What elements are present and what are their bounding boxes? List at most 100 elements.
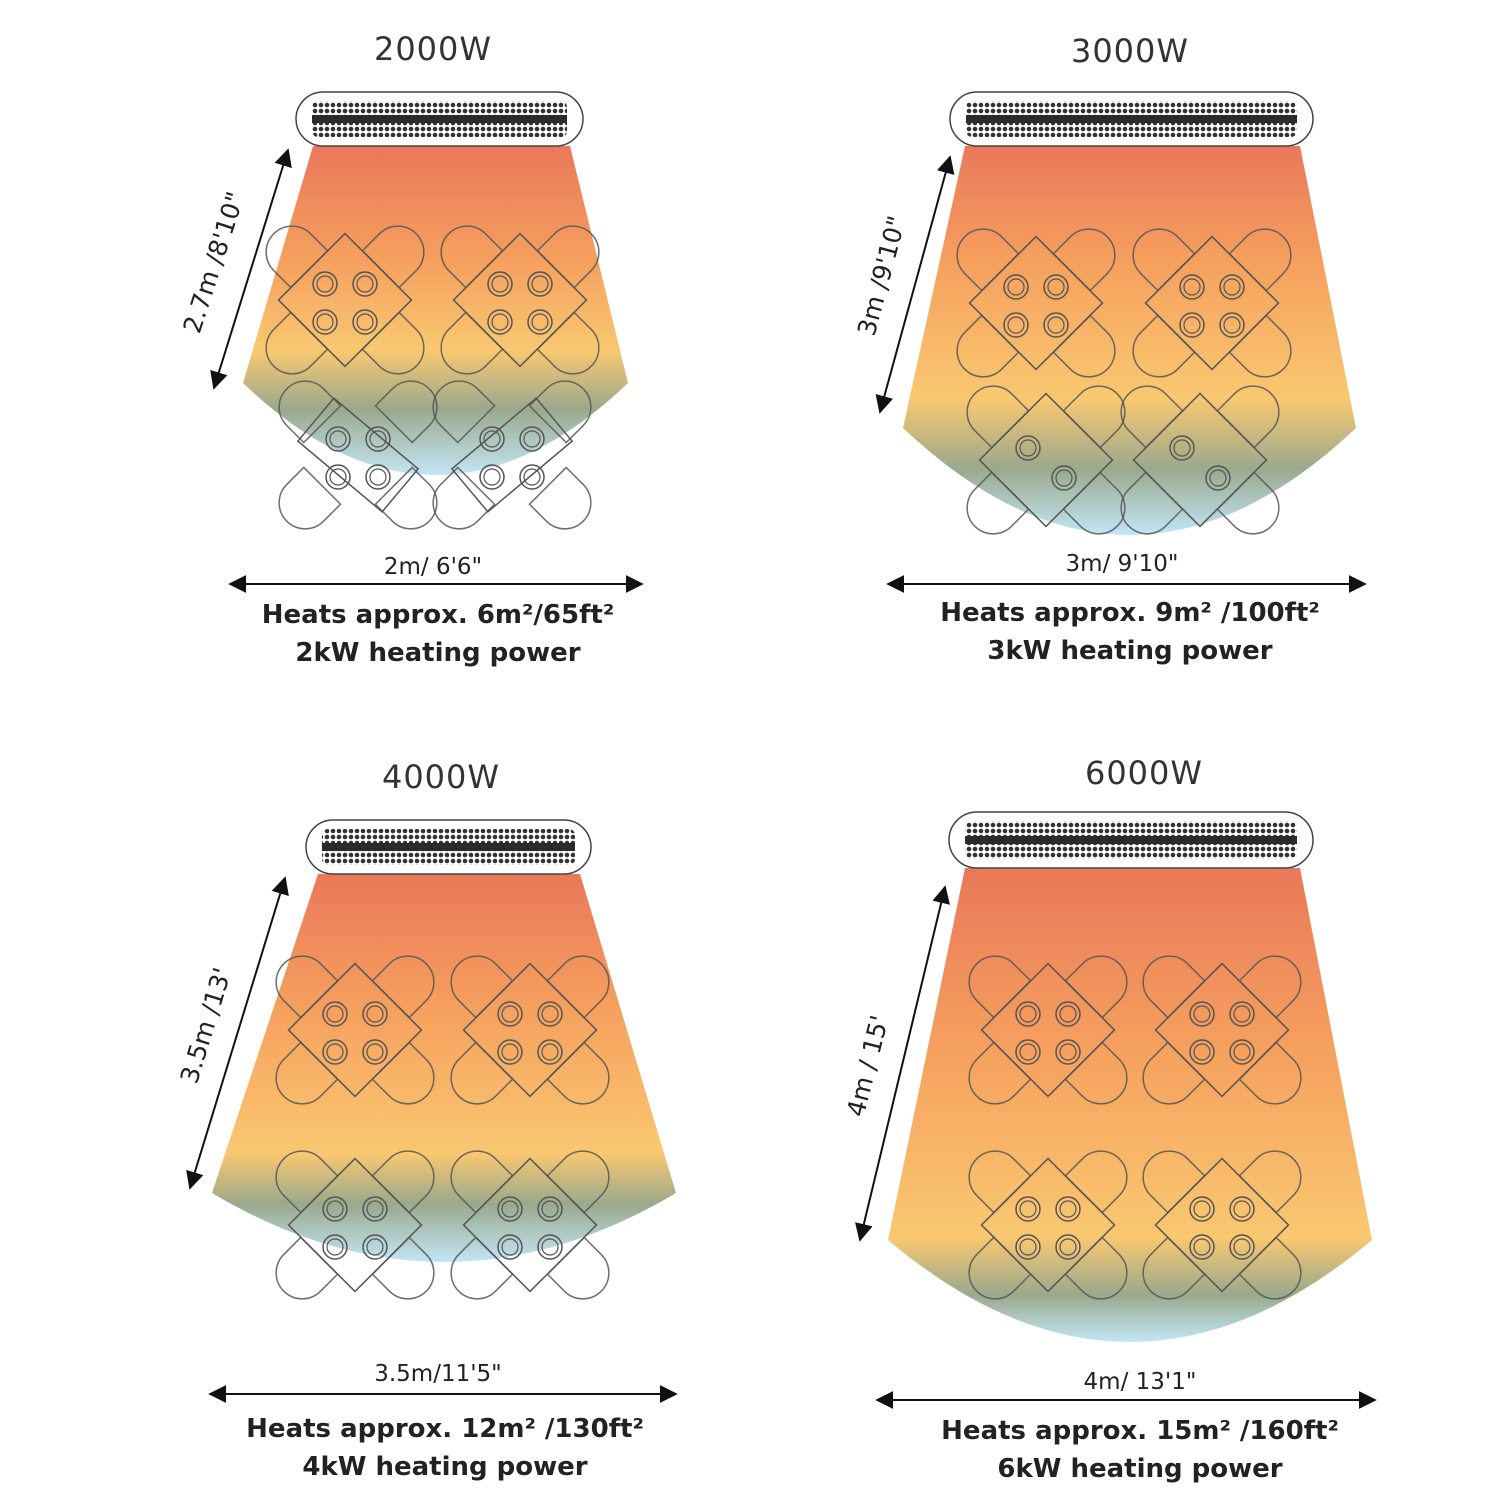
plate-icon [479,464,505,490]
chair-icon [371,955,435,1019]
panel-graphic [186,819,678,1403]
plate-icon [362,1234,388,1260]
chair-outline [1064,1236,1128,1300]
heat-zone [243,146,628,475]
plate-inner [356,275,374,293]
plate-icon [519,426,545,452]
chair-outline [528,466,592,530]
height-label: 2.7m /8'10" [177,188,250,336]
panel-graphic [875,91,1367,593]
plate-inner [541,1238,559,1256]
plate-icon [362,1196,388,1222]
plate-inner [1055,469,1073,487]
plate-inner [356,313,374,331]
plate-inner [1183,278,1201,296]
height-label: 4m / 15' [841,1012,894,1119]
chair-outline [1132,314,1196,378]
table-outline [462,1157,598,1293]
plate-inner [1193,1200,1211,1218]
chair-icon [1062,385,1126,449]
chair-outline [371,955,435,1019]
chair-icon [1064,1041,1128,1105]
height-label: 3.5m /13' [175,964,238,1086]
table-with-chairs-icon [1120,385,1280,535]
table-with-chairs-icon [450,1150,610,1300]
chair-outline [1238,1150,1302,1214]
heat-zone [888,868,1372,1342]
plate-inner [329,430,347,448]
table-outline [1144,235,1280,371]
plate-inner [1059,1005,1077,1023]
area-label: Heats approx. 15m² /160ft² [941,1416,1339,1446]
table-with-chairs-icon [450,955,610,1105]
chair-icon [968,955,1032,1019]
table-with-chairs-icon [440,225,600,375]
chair-outline [440,311,504,375]
plate-inner [531,313,549,331]
plate-icon [1015,1039,1041,1065]
chair-icon [1064,1236,1128,1300]
heater-element [966,115,1297,123]
plate-inner [1193,1043,1211,1061]
plate-icon [1189,1001,1215,1027]
chair-outline [1052,228,1116,292]
chair-outline [1120,385,1184,449]
table-outline [1132,392,1268,528]
plate-inner [326,1238,344,1256]
table-outline [450,397,574,513]
plate-inner [523,430,541,448]
chair-outline [1064,1150,1128,1214]
area-label: Heats approx. 12m² /130ft² [246,1414,644,1444]
chair-outline [371,1236,435,1300]
table-outline [968,235,1104,371]
plate-inner [1183,316,1201,334]
width-label: 2m/ 6'6" [384,554,482,580]
chair-icon [440,311,504,375]
plate-inner [1233,1005,1251,1023]
chair-icon [371,1236,435,1300]
plate-icon [1229,1234,1255,1260]
chair-outline [1120,471,1184,535]
chair-outline [968,955,1032,1019]
plate-icon [1219,312,1245,338]
height-arrow [186,876,289,1190]
plate-icon [1055,1039,1081,1065]
width-label: 3.5m/11'5" [374,1361,502,1387]
table-outline [978,392,1114,528]
chair-outline [361,225,425,289]
chair-outline [536,225,600,289]
plate-icon [1003,312,1029,338]
plate-inner [1019,1238,1037,1256]
chair-icon [450,1150,514,1214]
table-with-chairs-icon [1142,955,1302,1105]
plate-icon [322,1039,348,1065]
chair-outline [1062,471,1126,535]
chair-icon [1064,955,1128,1019]
plate-icon [1055,1001,1081,1027]
table-outline [287,1157,423,1293]
table-outline [980,1157,1116,1293]
plate-icon [362,1039,388,1065]
panel-title: 3000W [1071,32,1189,70]
plate-icon [1043,312,1069,338]
plate-inner [541,1043,559,1061]
plate-icon [1189,1039,1215,1065]
plate-icon [1189,1196,1215,1222]
panel-title: 4000W [382,758,500,796]
plate-icon [1229,1196,1255,1222]
chair-outline [1142,1236,1206,1300]
plate-inner [1059,1200,1077,1218]
plate-icon [537,1234,563,1260]
chair-icon [1238,1041,1302,1105]
chair-icon [440,225,504,289]
panel-title: 2000W [374,30,492,68]
chair-icon [546,1150,610,1214]
plate-icon [325,426,351,452]
chair-icon [1216,471,1280,535]
table-with-chairs-icon [968,1150,1128,1300]
chair-icon [968,1150,1032,1214]
chair-icon [1238,955,1302,1019]
plate-icon [1015,1234,1041,1260]
panel-title: 6000W [1085,754,1203,792]
plate-icon [537,1001,563,1027]
